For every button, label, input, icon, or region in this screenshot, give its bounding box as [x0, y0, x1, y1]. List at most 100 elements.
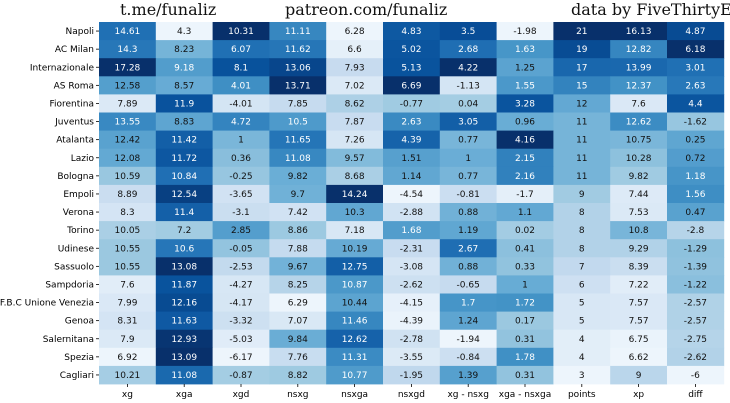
cell-value-label: 17 — [576, 63, 587, 73]
cell-value-label: 5 — [579, 299, 585, 309]
cell-value-label: -0.65 — [457, 280, 480, 290]
cell-value-label: 10.75 — [626, 136, 652, 146]
heatmap-cell — [610, 311, 668, 331]
cell-value-label: 10.3 — [345, 208, 365, 218]
heatmap-cell — [212, 94, 270, 113]
cell-value-label: 9.29 — [629, 244, 649, 254]
cell-value-label: 0.88 — [458, 262, 478, 272]
heatmap-cell — [553, 112, 611, 131]
heatmap-cell — [553, 76, 611, 95]
cell-value-label: 2.85 — [231, 226, 251, 236]
heatmap-cell — [99, 166, 157, 186]
cell-value-label: 10.6 — [174, 244, 194, 254]
column-label-xg-nsxg: xg - nsxg — [447, 390, 488, 400]
cell-value-label: 14.24 — [342, 190, 368, 200]
heatmap-cell — [155, 148, 213, 168]
heatmap-cell — [212, 293, 270, 312]
heatmap-cell — [667, 203, 725, 222]
heatmap-cell — [99, 76, 157, 95]
cell-value-label: 16.13 — [626, 27, 652, 37]
heatmap-cell — [383, 203, 441, 222]
heatmap-cell — [667, 130, 725, 150]
cell-value-label: 14.3 — [117, 45, 137, 55]
cell-value-label: 7.85 — [288, 99, 308, 109]
heatmap-cell — [496, 130, 554, 150]
heatmap-cell — [667, 112, 725, 131]
cell-value-label: 7.07 — [288, 317, 308, 327]
credit-data-source: data by FiveThirtyEight — [571, 0, 730, 19]
heatmap-cell — [326, 347, 384, 367]
cell-value-label: 12.93 — [171, 335, 197, 345]
cell-value-label: 11.46 — [342, 317, 368, 327]
heatmap-cell — [383, 130, 441, 150]
cell-value-label: 1.1 — [518, 208, 532, 218]
heatmap-cell — [155, 76, 213, 95]
cell-value-label: -2.88 — [400, 208, 424, 218]
cell-value-label: 11.08 — [285, 154, 311, 164]
heatmap-cell — [269, 58, 327, 77]
heatmap-cell — [99, 22, 157, 41]
cell-value-label: 11.08 — [171, 371, 197, 381]
cell-value-label: 10.55 — [115, 262, 141, 272]
cell-value-label: 13.09 — [171, 353, 197, 363]
heatmap-cell — [383, 40, 441, 59]
cell-value-label: -3.32 — [229, 317, 252, 327]
cell-value-label: 7.53 — [629, 208, 649, 218]
heatmap-cell — [212, 166, 270, 186]
cell-value-label: -0.87 — [229, 371, 252, 381]
row-label-udinese: Udinese — [58, 244, 95, 254]
heatmap-cell — [326, 221, 384, 240]
cell-value-label: -3.65 — [229, 190, 252, 200]
cell-value-label: 9.7 — [291, 190, 305, 200]
heatmap-cell — [496, 40, 554, 59]
cell-value-label: 4.22 — [458, 63, 478, 73]
cell-value-label: -2.75 — [684, 335, 707, 345]
heatmap-cell — [610, 76, 668, 95]
cell-value-label: 0.41 — [515, 244, 535, 254]
cell-value-label: 7.76 — [288, 353, 308, 363]
cell-value-label: 8 — [579, 208, 585, 218]
cell-value-label: 5.02 — [401, 45, 421, 55]
cell-value-label: 12.16 — [171, 299, 197, 309]
cell-value-label: -2.53 — [229, 262, 252, 272]
cell-value-label: 0.31 — [515, 371, 535, 381]
heatmap-cell — [496, 275, 554, 294]
heatmap-cell — [667, 275, 725, 294]
cell-value-label: 12.75 — [342, 262, 368, 272]
cell-value-label: -2.62 — [684, 353, 707, 363]
heatmap-cell — [383, 347, 441, 367]
heatmap-cell — [667, 94, 725, 113]
heatmap-cell — [610, 203, 668, 222]
heatmap-cell — [439, 347, 497, 367]
cell-value-label: 11.65 — [285, 136, 311, 146]
cell-value-label: 7.99 — [117, 299, 137, 309]
heatmap-cell — [212, 329, 270, 349]
cell-value-label: -1.94 — [457, 335, 481, 345]
heatmap-cell — [667, 40, 725, 59]
cell-value-label: 7.26 — [345, 136, 365, 146]
column-label-xga-nsxga: xga - nsxga — [499, 390, 551, 400]
cell-value-label: 2.15 — [515, 154, 535, 164]
heatmap-cell — [212, 203, 270, 222]
cell-value-label: 0.17 — [515, 317, 535, 327]
cell-value-label: 7.57 — [629, 299, 649, 309]
heatmap-cell — [269, 130, 327, 150]
row-label-bologna: Bologna — [57, 172, 94, 182]
cell-value-label: 12.42 — [115, 136, 141, 146]
heatmap-cell — [269, 293, 327, 312]
heatmap-cell — [496, 22, 554, 41]
cell-value-label: 2.16 — [515, 172, 535, 182]
heatmap-cell — [326, 275, 384, 294]
cell-value-label: 1.25 — [515, 63, 535, 73]
cell-value-label: 2.68 — [458, 45, 478, 55]
heatmap-cell — [269, 257, 327, 276]
heatmap-cell — [610, 148, 668, 168]
column-label-points: points — [568, 390, 596, 400]
cell-value-label: 10.59 — [115, 172, 141, 182]
heatmap-cell — [439, 257, 497, 276]
heatmap-cell — [439, 184, 497, 204]
heatmap-cell — [383, 365, 441, 385]
heatmap-cell — [269, 166, 327, 186]
cell-value-label: 6 — [579, 280, 585, 290]
